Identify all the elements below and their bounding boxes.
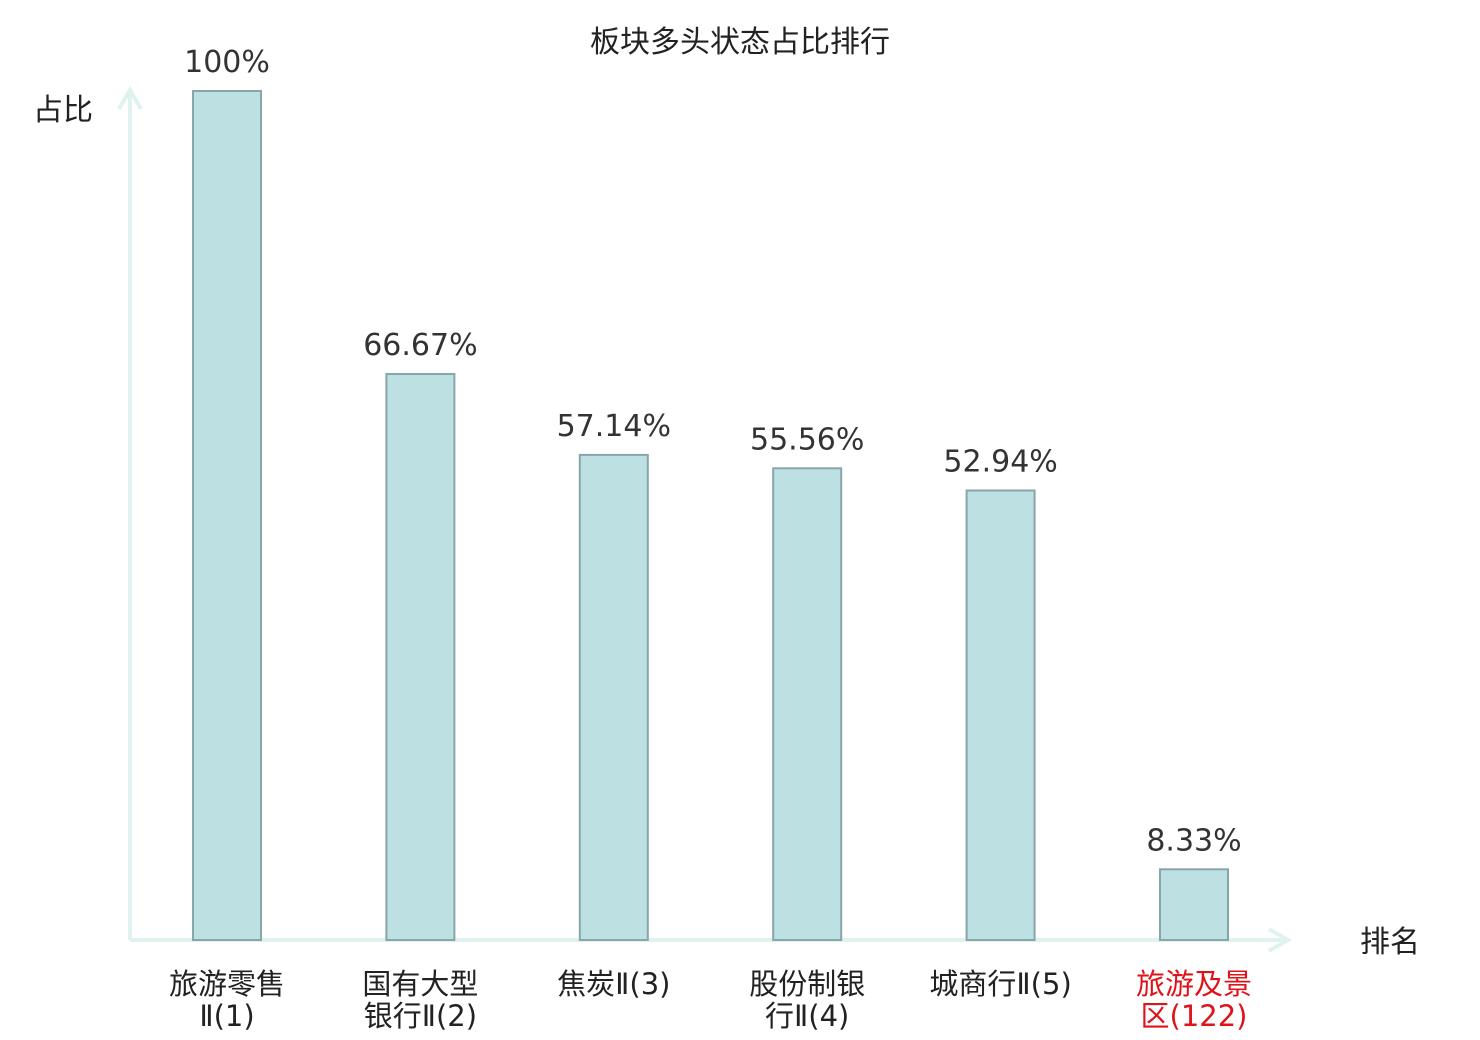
bar-value-label: 57.14% [557, 409, 671, 444]
category-labels: 旅游零售 Ⅱ(1) 国有大型银行Ⅱ(2) 焦炭Ⅱ(3) 股份制银行Ⅱ(4) 城商行Ⅱ(5)… [169, 967, 1252, 1033]
chart-title: 板块多头状态占比排行 [590, 25, 890, 60]
x-axis-title: 排名 [1360, 925, 1420, 960]
bar [578, 453, 649, 941]
x-axis-arrow-icon [1267, 927, 1292, 953]
bar [772, 467, 843, 941]
bar-value-label: 100% [184, 45, 270, 80]
bar [192, 90, 262, 941]
bar-value-label: 8.33% [1146, 823, 1241, 858]
y-axis-title: 占比 [33, 93, 93, 128]
x-tick-label: 焦炭Ⅱ(3) [557, 967, 670, 1001]
x-tick-label: 城商行Ⅱ(5) [929, 967, 1071, 1001]
bar [965, 489, 1036, 941]
x-tick-label: 国有大型银行Ⅱ(2) [362, 967, 478, 1033]
bar-value-label: 66.67% [363, 328, 477, 363]
value-labels: 100% 66.67% 57.14% 55.56% 52.94% 8.33% [184, 45, 1242, 858]
x-tick-label: 旅游及景区(122) [1136, 967, 1252, 1033]
y-axis-arrow-icon [117, 86, 143, 111]
bar-series [192, 90, 1229, 941]
bar [1159, 868, 1229, 941]
bar [385, 373, 456, 941]
x-tick-label: 股份制银行Ⅱ(4) [749, 967, 865, 1033]
bar-value-label: 52.94% [943, 445, 1057, 480]
bar-value-label: 55.56% [750, 422, 864, 457]
x-tick-label: 旅游零售 Ⅱ(1) [169, 967, 285, 1033]
